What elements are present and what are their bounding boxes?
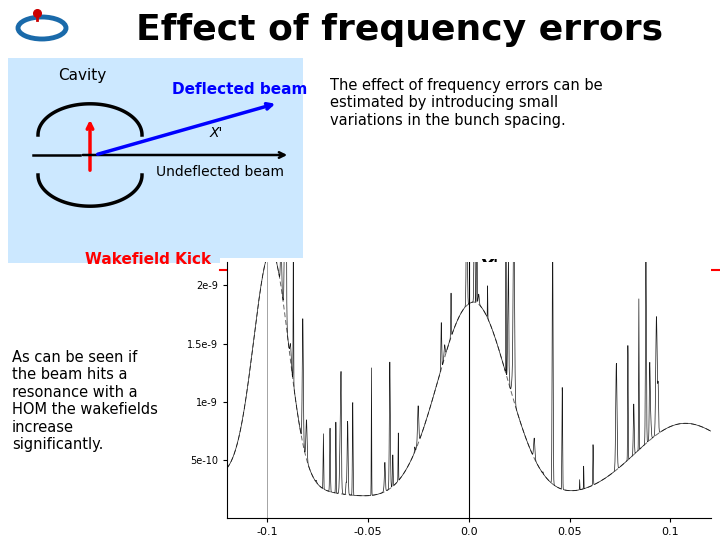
FancyBboxPatch shape: [8, 58, 303, 263]
Text: X': X': [480, 258, 500, 276]
Text: Effect of frequency errors: Effect of frequency errors: [136, 13, 664, 47]
Text: Deflected beam: Deflected beam: [172, 82, 307, 97]
Text: X': X': [210, 126, 223, 140]
Text: Tolerance: Tolerance: [228, 262, 310, 278]
Text: As can be seen if
the beam hits a
resonance with a
HOM the wakefields
increase
s: As can be seen if the beam hits a resona…: [12, 350, 158, 452]
Text: Undeflected beam: Undeflected beam: [156, 165, 284, 179]
FancyBboxPatch shape: [220, 258, 340, 280]
Text: Cavity: Cavity: [58, 68, 107, 83]
Text: The effect of frequency errors can be
estimated by introducing small
variations : The effect of frequency errors can be es…: [330, 78, 603, 128]
Text: Wakefield Kick: Wakefield Kick: [85, 252, 211, 267]
